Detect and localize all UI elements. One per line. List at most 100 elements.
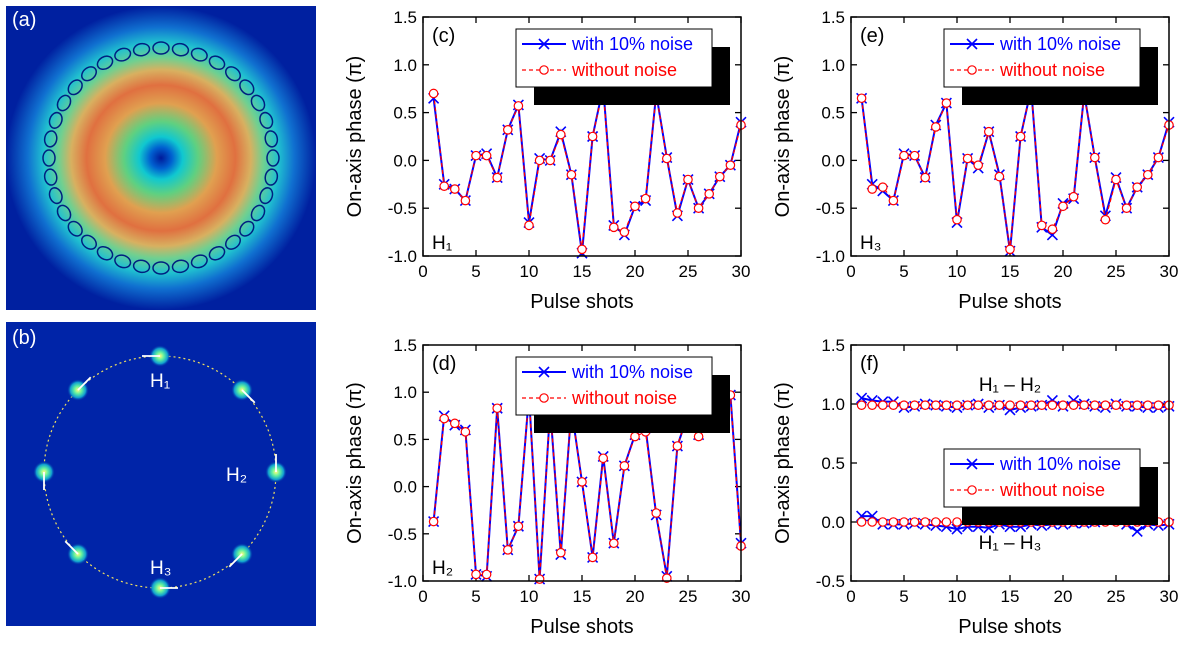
y-tick-label: 0.0 xyxy=(393,478,417,497)
polarization-ellipse xyxy=(81,66,97,82)
spot-label: H₃ xyxy=(150,558,171,579)
x-tick-label: 10 xyxy=(948,262,967,281)
harmonic-label: H₃ xyxy=(860,233,881,254)
marker xyxy=(856,400,867,410)
y-tick-label: 0.0 xyxy=(821,513,845,532)
marker xyxy=(513,101,524,111)
marker xyxy=(1121,400,1132,410)
legend-marker xyxy=(539,65,549,75)
marker xyxy=(1005,400,1015,410)
marker xyxy=(909,150,920,161)
marker xyxy=(1100,214,1111,225)
marker xyxy=(693,431,704,442)
legend-box xyxy=(515,356,713,416)
polarization-ellipse xyxy=(190,47,208,62)
polarization-ellipse xyxy=(114,254,132,269)
marker xyxy=(704,189,714,199)
x-tick-label: 5 xyxy=(471,587,480,606)
marker xyxy=(920,517,930,527)
marker xyxy=(856,517,867,527)
series-line xyxy=(432,88,742,250)
polarization-ellipse xyxy=(96,245,114,261)
x-tick-label: 0 xyxy=(846,587,855,606)
y-axis-label: On-axis phase (π) xyxy=(344,382,366,544)
marker xyxy=(930,517,941,527)
marker xyxy=(449,418,460,429)
marker xyxy=(608,222,619,233)
x-tick-label: 30 xyxy=(1160,262,1179,281)
marker xyxy=(877,400,888,410)
marker xyxy=(1111,400,1121,410)
polarization-ellipse xyxy=(239,220,255,237)
marker xyxy=(856,93,867,104)
y-tick-label: -0.5 xyxy=(816,199,845,218)
x-tick-label: 30 xyxy=(732,587,751,606)
marker xyxy=(1079,400,1089,410)
marker xyxy=(630,201,640,212)
polarization-ellipse xyxy=(225,66,241,82)
y-tick-label: -1.0 xyxy=(816,247,845,266)
polarization-ellipse xyxy=(264,168,279,186)
panel-label: (d) xyxy=(432,353,456,375)
marker xyxy=(1132,182,1142,192)
legend-label: without noise xyxy=(571,60,677,80)
marker xyxy=(672,441,683,451)
x-axis-label: Pulse shots xyxy=(958,291,1061,313)
x-tick-label: 5 xyxy=(899,262,908,281)
marker xyxy=(1090,152,1100,163)
polarization-ellipse xyxy=(48,111,63,129)
series-line xyxy=(432,86,742,254)
marker xyxy=(899,400,909,410)
arrow xyxy=(77,376,92,391)
x-tick-label: 10 xyxy=(520,587,539,606)
legend-marker xyxy=(538,38,550,50)
marker xyxy=(973,400,983,410)
polarization-ellipse xyxy=(264,130,279,148)
marker xyxy=(920,172,930,183)
marker xyxy=(1005,244,1015,255)
y-tick-label: 1.5 xyxy=(821,336,845,355)
marker xyxy=(449,184,460,194)
polarization-ellipse xyxy=(43,168,58,186)
arrow xyxy=(64,540,79,555)
spot-label: H₁ xyxy=(150,371,170,392)
marker xyxy=(1100,400,1111,410)
plot-frame xyxy=(422,344,742,582)
harmonic-label: H₁ xyxy=(432,233,452,254)
marker xyxy=(661,153,672,164)
x-tick-label: 0 xyxy=(846,262,855,281)
marker xyxy=(428,516,439,527)
y-tick-label: 1.5 xyxy=(393,8,417,27)
x-tick-label: 15 xyxy=(573,262,592,281)
marker xyxy=(471,150,481,161)
marker xyxy=(888,195,899,206)
x-tick-label: 15 xyxy=(573,587,592,606)
y-axis-label: On-axis phase (π) xyxy=(772,382,794,544)
marker xyxy=(1058,400,1068,410)
marker xyxy=(951,523,963,535)
panel-label: (e) xyxy=(860,25,884,47)
polarization-ellipse xyxy=(225,234,241,250)
polarization-ellipse xyxy=(208,55,226,71)
y-tick-label: -1.0 xyxy=(388,572,417,591)
y-axis-label: On-axis phase (π) xyxy=(344,56,366,218)
marker xyxy=(1026,400,1036,410)
marker xyxy=(941,98,952,108)
marker xyxy=(867,517,877,527)
harmonic-label: H₂ xyxy=(432,558,453,579)
polarization-ellipse xyxy=(43,130,58,148)
y-tick-label: -0.5 xyxy=(388,199,417,218)
y-tick-label: 0.0 xyxy=(821,151,845,170)
marker xyxy=(1047,400,1058,410)
marker xyxy=(460,195,471,206)
polarization-ellipse xyxy=(67,79,83,96)
plot-frame xyxy=(850,344,1170,582)
polarization-ellipse xyxy=(259,187,274,205)
panel-b: (b) H₁ H₂ H₃ xyxy=(6,322,316,626)
marker xyxy=(471,569,481,580)
marker xyxy=(460,427,471,437)
x-tick-label: 5 xyxy=(899,587,908,606)
y-tick-label: -0.5 xyxy=(388,525,417,544)
y-tick-label: -1.0 xyxy=(388,247,417,266)
